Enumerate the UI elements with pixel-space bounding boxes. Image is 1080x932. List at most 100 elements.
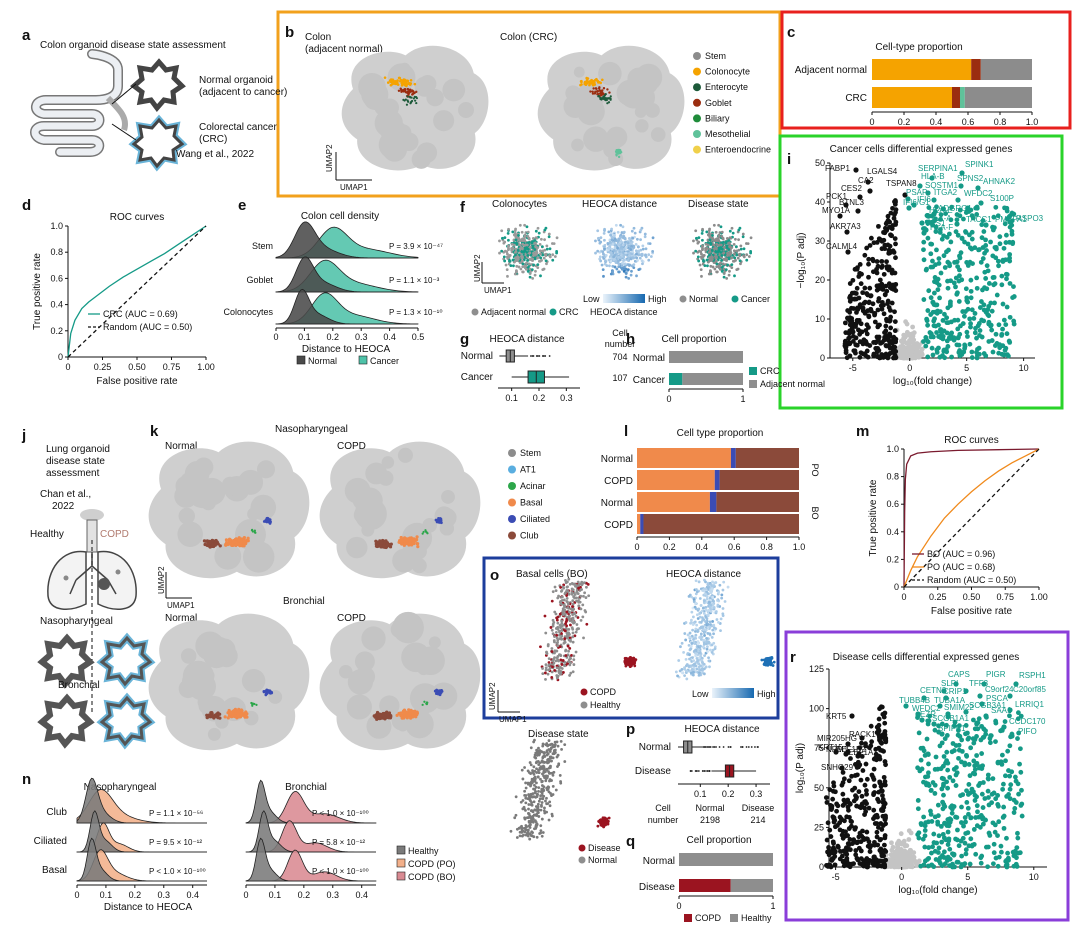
i-up-point <box>997 241 1003 247</box>
umap-f-disease-point <box>715 239 718 243</box>
j-ref-1: Chan et al., <box>40 489 91 500</box>
crc-label: Colorectal cancer <box>199 122 277 133</box>
umap-f-heoca-point <box>620 247 624 250</box>
i-up-point <box>979 299 984 304</box>
umap-f-colonocyte-point <box>537 231 541 235</box>
umap-f-heoca-point <box>611 264 615 268</box>
i-labeled-gene-point <box>955 197 961 203</box>
umap-o-basal-point <box>631 662 635 666</box>
umap-f-disease-point <box>731 231 735 235</box>
umap-f-disease-point <box>749 236 753 240</box>
umap-k-basal-point <box>242 541 246 545</box>
umap-background-cluster <box>221 476 238 493</box>
i-down-point <box>888 210 894 216</box>
umap-o-basal-point <box>568 646 572 650</box>
i-down-point <box>858 321 864 327</box>
umap-f-heoca-point <box>621 243 625 247</box>
umap-o-heoca-point <box>697 673 701 677</box>
n-xlabel: Distance to HEOCA <box>104 902 193 913</box>
umap-o-heoca-point <box>709 648 712 652</box>
i-down-point <box>847 322 853 328</box>
umap-b-enterocyte-point <box>405 103 409 106</box>
i-down-point <box>877 277 883 283</box>
umap-background-cluster <box>374 109 403 138</box>
i-up-point <box>944 320 950 326</box>
umap-background-cluster <box>411 558 427 574</box>
n-tick-label: 0.4 <box>355 890 368 900</box>
i-up-point <box>986 313 992 319</box>
panel-g-label: g <box>460 331 469 348</box>
umap-b-colonocyte-point <box>601 78 604 82</box>
umap-f-disease-point <box>708 227 711 231</box>
i-up-point <box>952 317 958 323</box>
umap-f-colonocyte-point <box>541 268 545 272</box>
umap-b-enterocyte-point <box>404 98 407 101</box>
i-up-point <box>1002 347 1008 353</box>
i-down-point <box>883 323 889 329</box>
umap-f-heoca-point <box>630 252 633 256</box>
umap-background-cluster <box>182 660 215 693</box>
e-category-label: Colonocytes <box>223 307 273 317</box>
umap-o-basal-point <box>566 590 570 593</box>
umap-f-disease-point <box>707 272 711 276</box>
umap-f-colonocyte-point <box>528 272 532 275</box>
umap-o-basal-point <box>579 607 583 611</box>
umap-o-heoca-point <box>689 621 692 625</box>
umap-f-colonocyte-point <box>539 256 543 260</box>
i-up-point <box>1000 326 1005 332</box>
i-up-point <box>996 322 1002 328</box>
umap-background-cluster <box>194 457 214 477</box>
umap-f-heoca-point <box>605 264 609 268</box>
panel-f: Colonocytes HEOCA distance Disease state… <box>471 199 770 317</box>
i-ns-point <box>905 349 910 355</box>
umap-o-basal-point <box>575 599 578 603</box>
i-up-point <box>974 335 979 341</box>
umap-f-colonocyte-point <box>532 263 535 267</box>
umap-b-legend-label: Enterocyte <box>705 82 748 92</box>
i-labeled-gene-point <box>919 220 925 226</box>
umap-f-heoca-point <box>602 274 605 278</box>
umap-k-legend-swatch <box>508 482 516 490</box>
umap-o-basal-point <box>566 644 570 648</box>
umap-k-club-point <box>383 713 387 717</box>
o-title-heoca: HEOCA distance <box>666 569 741 580</box>
umap-o-xaxis: UMAP1 <box>499 715 527 724</box>
umap-f-heoca-point <box>630 244 633 248</box>
umap-f-heoca-point <box>637 268 641 272</box>
umap-f-colonocyte-point <box>528 267 532 271</box>
l-bar-segment <box>637 514 641 534</box>
normal-organoid-label: Normal organoid <box>199 75 273 86</box>
l-group-po: PO <box>810 463 820 476</box>
n-title-bron: Bronchial <box>285 782 327 793</box>
umap-o-heoca-point <box>709 610 713 613</box>
umap-o-basal-point <box>556 644 560 647</box>
umap-f-colonocyte-point <box>527 240 531 244</box>
e-normal-density <box>275 256 418 293</box>
umap-b-legend-swatch <box>693 52 701 60</box>
umap-o-basal-point <box>627 658 631 662</box>
umap-k-background <box>148 613 310 751</box>
i-up-point <box>931 323 937 329</box>
umap-f-colonocyte-point <box>553 255 557 258</box>
umap-f-heoca-point <box>644 247 648 251</box>
i-ns-point <box>904 321 910 327</box>
umap-k-basal-point <box>405 539 409 543</box>
umap-f-colonocyte-point <box>503 259 507 263</box>
umap-f-heoca-point <box>621 250 625 254</box>
panel-n-label: n <box>22 771 31 788</box>
umap-f-disease-point <box>703 264 707 268</box>
i-gene-label: FABP1 <box>825 164 850 173</box>
umap-o-basal-point <box>545 652 549 655</box>
umap-f-colonocyte-point <box>514 238 518 242</box>
i-up-point <box>993 246 999 252</box>
umap-f-xaxis: UMAP1 <box>484 286 512 295</box>
umap-f-disease-point <box>747 255 751 258</box>
umap-o-heoca-point <box>704 605 708 609</box>
g-outlier <box>531 355 534 357</box>
m-ytick-label: 0.4 <box>886 527 899 537</box>
umap-f-disease-point <box>721 262 725 266</box>
umap-b-goblet-point <box>606 88 609 91</box>
umap-f-colonocyte-point <box>515 264 519 268</box>
i-down-point <box>889 339 895 345</box>
i-up-point <box>1011 318 1017 324</box>
